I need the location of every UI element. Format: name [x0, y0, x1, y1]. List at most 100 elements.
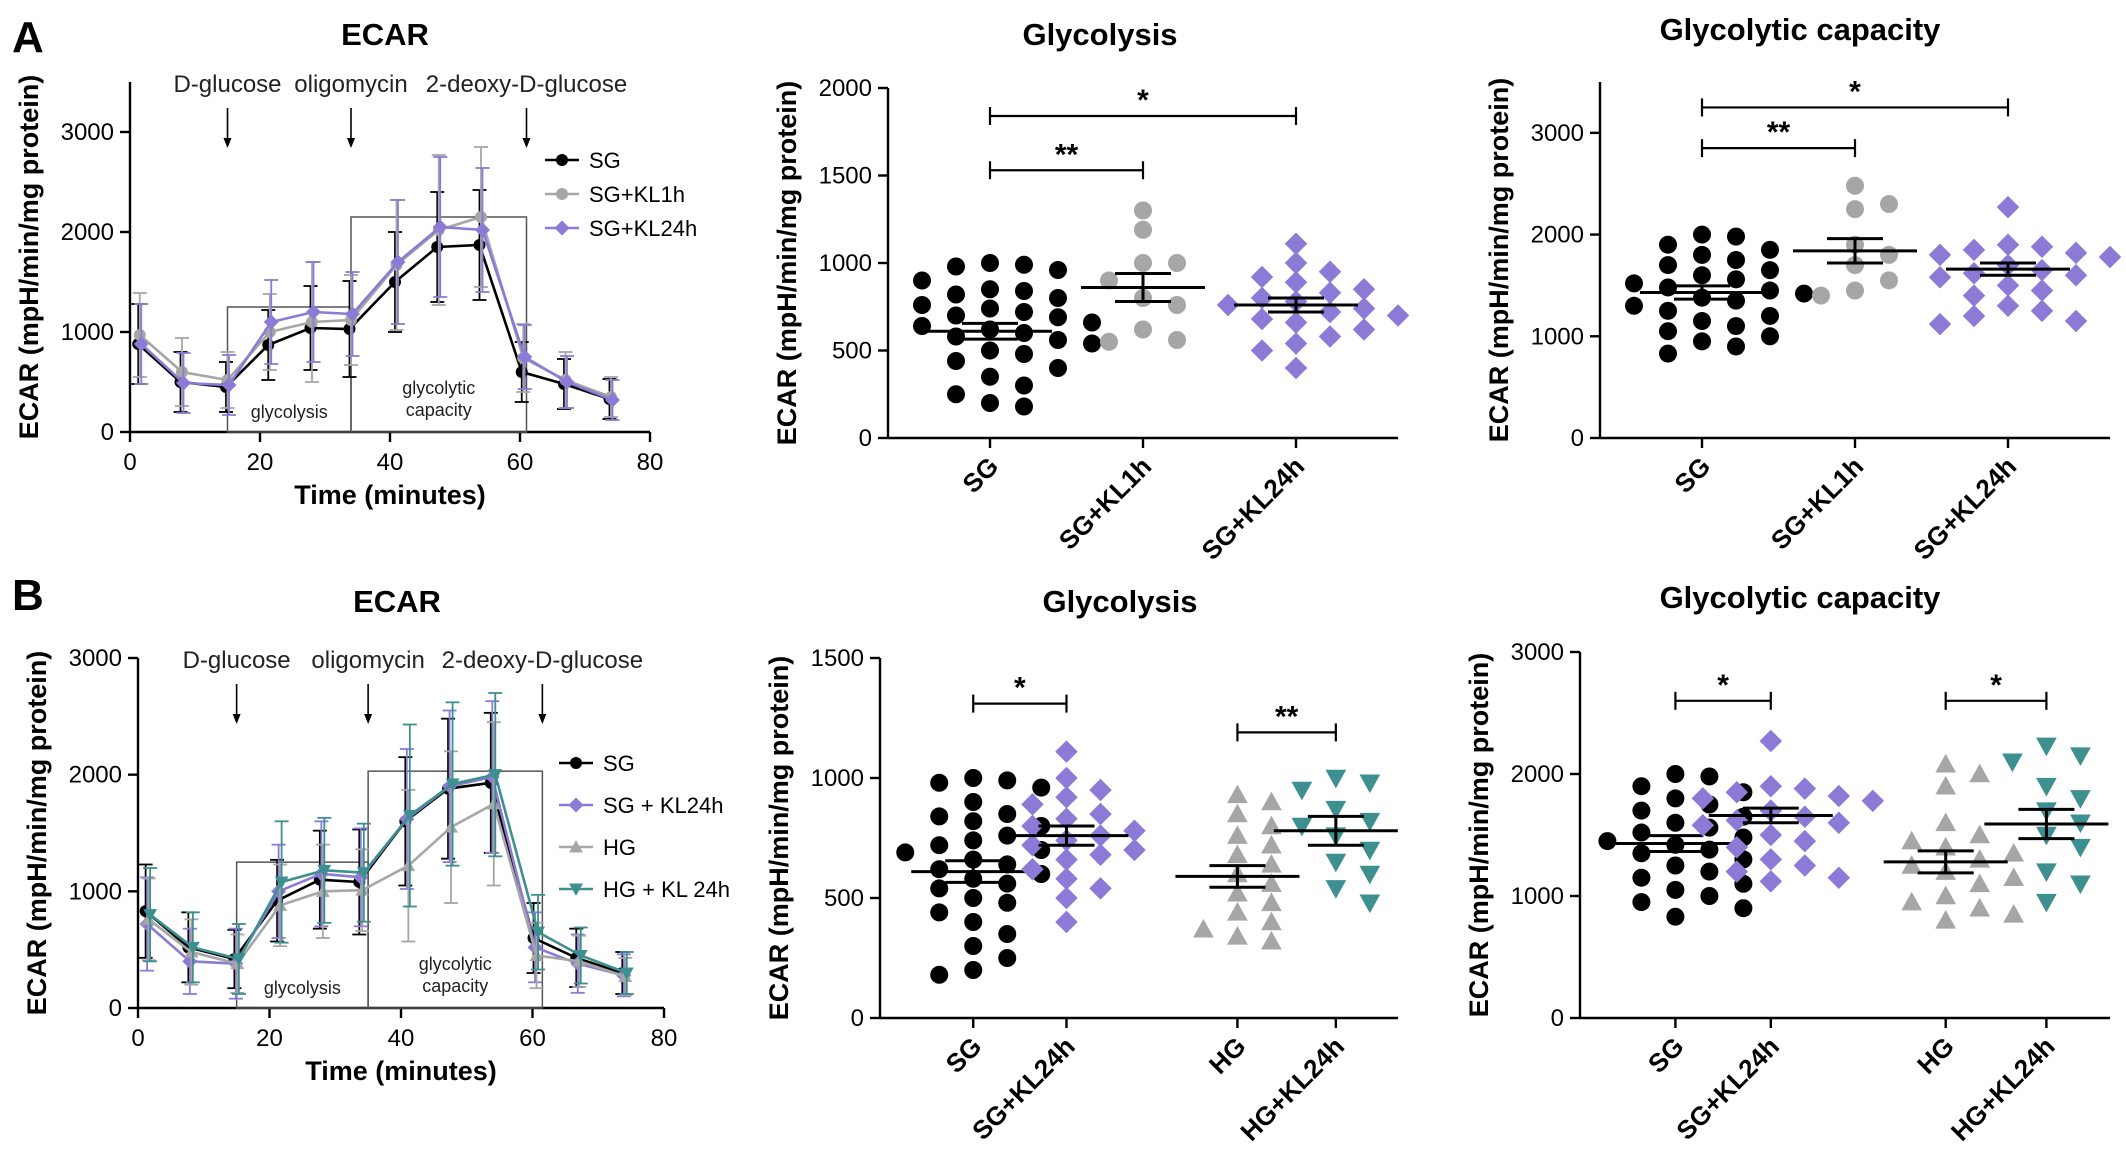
- B2-dot-0-6: [930, 807, 949, 826]
- B2-category-label-0: SG: [940, 1031, 988, 1079]
- A2-dot-1-0: [1134, 201, 1152, 220]
- A1-legend-label-2: SG+KL24h: [589, 216, 697, 241]
- B3-dot-3-3: [2036, 777, 2057, 797]
- A1-line-chart: 0 1000 2000 3000 ECAR (mpH/min/mg protein) EC…: [14, 17, 697, 510]
- A1-point-2-2: [221, 377, 237, 393]
- B3-dot-1-10: [1827, 811, 1851, 835]
- A1-legend-marker-2: [554, 220, 570, 236]
- B1-y-axis-title: ECAR (mpH/min/mg protein): [22, 651, 52, 1016]
- A1-series-line-2: [140, 225, 613, 402]
- B2-y-axis-title: ECAR (mpH/min/mg protein): [764, 656, 794, 1021]
- B1-injection-arrowhead-0: [232, 714, 241, 724]
- A3-dot-2-4: [2064, 241, 2088, 265]
- A3-dot-0-18: [1761, 306, 1779, 325]
- A3-group-0: [1625, 225, 1813, 363]
- A2-y-tick-label-3: 1500: [819, 163, 872, 190]
- B3-dot-1-11: [1691, 813, 1715, 837]
- A2-dot-2-6: [1318, 281, 1342, 304]
- A2-dot-0-21: [981, 341, 999, 360]
- B1-point-2-4: [315, 884, 330, 897]
- A2-category-label-0: SG: [956, 451, 1004, 499]
- A1-injection-label-1: oligomycin: [294, 71, 407, 98]
- A1-y-tick-label-2: 2000: [61, 219, 114, 246]
- B3-category-label-1: SG+KL24h: [1670, 1031, 1785, 1146]
- B3-significance-0: *: [1717, 669, 1729, 702]
- panel-label-b: B: [12, 571, 44, 620]
- A2-dot-2-13: [1250, 307, 1274, 331]
- A3-category-label-2: SG+KL24h: [1908, 451, 2023, 566]
- B3-dot-2-11: [2003, 867, 2025, 886]
- A1-series-2: [133, 156, 620, 421]
- B3-dot-2-4: [1969, 824, 1991, 844]
- B3-dot-1-6: [1861, 789, 1885, 813]
- B1-point-3-6: [402, 809, 417, 823]
- B2-dot-0-1: [998, 771, 1017, 790]
- A2-dot-0-0: [981, 254, 999, 272]
- B3-dot-0-4: [1666, 789, 1685, 808]
- B1-legend-marker-0: [570, 757, 582, 769]
- B2-dot-1-13: [1089, 843, 1112, 867]
- B1-line-chart: 0 1000 2000 3000 ECAR (mpH/min/mg protein) EC…: [22, 584, 730, 1086]
- A1-point-0-7: [431, 241, 444, 253]
- B2-dot-1-19: [1055, 910, 1078, 934]
- A3-significance-0: **: [1767, 116, 1791, 149]
- A3-dot-0-8: [1693, 266, 1711, 285]
- B3-dot-1-18: [1827, 866, 1851, 889]
- B3-y-tick-label-2: 2000: [1511, 761, 1564, 788]
- B3-dot-0-14: [1700, 840, 1719, 859]
- A2-dot-2-4: [1284, 271, 1308, 294]
- B3-dot-3-4: [2070, 790, 2091, 809]
- B1-point-3-9: [531, 926, 545, 940]
- B1-point-3-1: [185, 941, 200, 955]
- B2-dot-2-5: [1261, 834, 1282, 854]
- B2-dot-2-1: [1261, 791, 1282, 811]
- A2-y-tick-label-4: 2000: [819, 75, 872, 102]
- B2-dot-2-16: [1261, 930, 1282, 950]
- A1-injection-arrowhead-1: [347, 138, 355, 148]
- A2-dot-0-11: [1015, 303, 1033, 321]
- B3-dot-1-2: [1793, 777, 1817, 800]
- B3-dot-2-12: [1969, 873, 1991, 893]
- A3-scatter-chart: 0 1000 2000 3000 ECAR (mpH/min/mg protein) Gl…: [1484, 12, 2122, 566]
- B2-dot-3-11: [1359, 894, 1381, 914]
- A1-point-0-6: [389, 276, 401, 288]
- B2-dot-0-15: [998, 855, 1017, 874]
- A3-dot-2-19: [1928, 312, 1952, 336]
- A1-x-axis-title: Time (minutes): [294, 480, 486, 510]
- A2-dot-0-4: [913, 271, 931, 290]
- A2-significance-0: **: [1055, 138, 1079, 171]
- B2-dot-3-10: [1325, 880, 1347, 899]
- B3-category-label-3: HG+KL24h: [1945, 1031, 2061, 1147]
- A1-y-tick-label-1: 1000: [61, 319, 114, 346]
- B2-dot-0-29: [930, 965, 949, 984]
- A3-dot-0-20: [1727, 317, 1745, 336]
- B2-dot-0-26: [964, 937, 983, 955]
- B3-category-label-0: SG: [1642, 1031, 1690, 1079]
- B1-series-line-2: [147, 801, 626, 978]
- A3-dot-1-8: [1812, 286, 1830, 305]
- B3-dot-1-14: [1725, 835, 1749, 859]
- B1-point-2-7: [444, 820, 458, 833]
- B2-dot-1-16: [1055, 867, 1078, 891]
- A3-dot-0-5: [1727, 251, 1745, 269]
- B2-dot-2-4: [1227, 825, 1248, 844]
- A2-dot-0-3: [1049, 261, 1067, 279]
- B3-group-0: [1598, 765, 1753, 926]
- A3-dot-0-25: [1659, 344, 1677, 363]
- A3-dot-0-19: [1693, 312, 1711, 331]
- A2-dot-2-0: [1284, 232, 1308, 255]
- B1-injection-label-1: oligomycin: [311, 647, 424, 674]
- B1-x-tick-label-0: 0: [131, 1025, 144, 1052]
- A1-point-2-6: [390, 254, 406, 270]
- B1-region-label-0: glycolysis: [264, 978, 341, 998]
- B3-dot-0-25: [1666, 907, 1685, 926]
- B2-dot-2-11: [1261, 892, 1282, 912]
- A2-group-2: [1216, 232, 1410, 380]
- A1-region-label-1: glycolytic capacity: [402, 378, 475, 420]
- A3-dot-2-11: [1928, 266, 1952, 289]
- B1-region-label-word-1-0: glycolytic: [419, 954, 492, 974]
- A1-region-label-word-1-1: capacity: [406, 400, 472, 420]
- B1-x-axis-title: Time (minutes): [305, 1056, 497, 1086]
- B2-dot-2-15: [1227, 926, 1248, 945]
- A3-dot-2-9: [1962, 261, 1986, 285]
